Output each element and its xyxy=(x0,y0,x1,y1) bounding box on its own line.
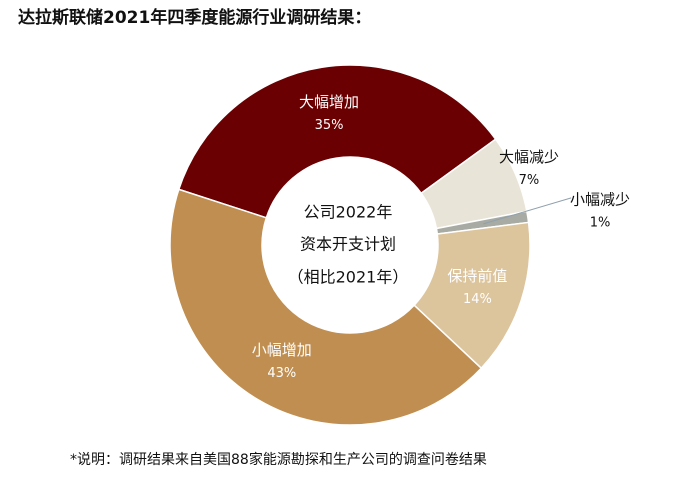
donut-slice xyxy=(177,64,497,219)
leader-line xyxy=(483,197,572,225)
category-label: 大幅增加 xyxy=(299,93,359,111)
footnote: *说明：调研结果来自美国88家能源勘探和生产公司的调查问卷结果 xyxy=(70,451,487,468)
center-text: （相比2021年） xyxy=(288,268,409,287)
category-label: 大幅减少 xyxy=(499,148,559,166)
value-label: 35% xyxy=(315,118,344,133)
category-label: 小幅减少 xyxy=(570,191,630,209)
center-text: 公司2022年 xyxy=(304,203,393,222)
value-label: 14% xyxy=(463,292,492,307)
value-label: 43% xyxy=(267,366,296,381)
donut-slice xyxy=(169,188,483,426)
value-label: 7% xyxy=(519,173,540,188)
value-label: 1% xyxy=(590,216,611,231)
chart-title: 达拉斯联储2021年四季度能源行业调研结果： xyxy=(18,7,371,28)
category-label: 小幅增加 xyxy=(252,341,312,359)
center-text: 资本开支计划 xyxy=(300,235,396,254)
category-label: 保持前值 xyxy=(447,267,507,285)
